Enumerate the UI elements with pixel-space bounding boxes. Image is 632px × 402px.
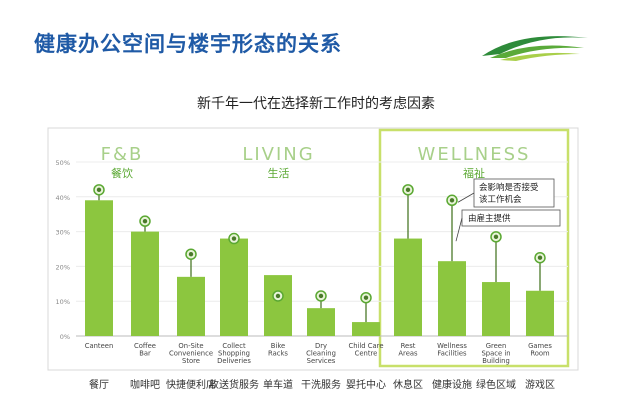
group-heading-cn: 餐饮 (111, 166, 133, 180)
x-tick-label: Canteen (85, 342, 114, 350)
legend-note-text: 由雇主提供 (468, 213, 511, 224)
legend-note-text: 会影响是否接受 (479, 182, 539, 193)
bar (264, 275, 292, 336)
slide-title: 健康办公空间与楼宇形态的关系 (34, 32, 342, 56)
y-tick-label: 20% (56, 263, 70, 271)
category-label-cn: 健康设施 (432, 380, 472, 391)
category-label-cn: 餐厅 (89, 380, 109, 391)
category-label-cn: 婴托中心 (346, 380, 386, 391)
y-tick-label: 0% (60, 333, 70, 341)
category-label-cn: 快捷便利店 (166, 380, 216, 391)
marker-point-center (493, 234, 499, 240)
bar (307, 308, 335, 336)
y-tick-label: 50% (56, 159, 70, 167)
group-heading: F&B (101, 144, 144, 165)
bar (220, 238, 248, 336)
bar (482, 282, 510, 336)
marker-point-center (275, 293, 281, 299)
group-heading-cn: 生活 (268, 166, 290, 180)
wellness-group-box (378, 128, 570, 368)
marker-point-center (188, 252, 194, 257)
category-label-cn: 咖啡吧 (130, 380, 160, 391)
group-heading-cn: 福祉 (463, 166, 485, 180)
x-tick-label: Child Care Centre (348, 342, 383, 358)
bar (85, 200, 113, 336)
x-tick-label: Green Space in Building (481, 342, 510, 365)
group-heading: WELLNESS (418, 144, 531, 165)
x-tick-label: Rest Areas (398, 342, 418, 358)
x-tick-label: Games Room (528, 342, 552, 358)
chart-subtitle: 新千年一代在选择新工作时的考虑因素 (197, 96, 435, 112)
legend-note-leader (457, 192, 475, 203)
marker-point-center (231, 236, 237, 241)
category-label-cn: 干洗服务 (301, 380, 341, 391)
marker-point-center (405, 187, 411, 193)
x-tick-label: Collect Shopping Deliveries (217, 342, 251, 365)
bar (177, 276, 205, 336)
bar (352, 322, 380, 336)
legend-note-leader (455, 217, 463, 242)
bar (131, 231, 159, 336)
company-logo (482, 36, 588, 61)
category-label-cn: 休息区 (393, 380, 423, 391)
marker-point-center (363, 295, 369, 300)
category-label-cn: 单车道 (263, 380, 293, 391)
bar (526, 290, 554, 336)
legend-note-text: 该工作机会 (479, 194, 522, 205)
x-tick-label: Wellness Facilities (437, 342, 467, 358)
marker-point-center (96, 187, 102, 193)
marker-point-center (142, 218, 148, 224)
x-tick-label: Coffee Bar (134, 342, 156, 358)
y-tick-label: 10% (56, 298, 70, 306)
category-label-cn: 绿色区域 (476, 380, 516, 391)
marker-point-center (537, 255, 543, 260)
bar (394, 238, 422, 336)
x-tick-label: On-Site Convenience Store (169, 342, 213, 365)
bar (438, 261, 466, 336)
y-tick-label: 40% (56, 194, 70, 202)
marker-point-center (449, 198, 455, 203)
y-tick-label: 30% (56, 229, 70, 237)
chart-frame (47, 127, 579, 371)
category-label-cn: 收送货服务 (209, 380, 259, 391)
x-tick-label: Dry Cleaning Services (306, 342, 336, 365)
x-tick-label: Bike Racks (268, 342, 288, 358)
group-heading: LIVING (242, 144, 314, 165)
category-label-cn: 游戏区 (525, 380, 555, 391)
marker-point-center (318, 293, 324, 299)
